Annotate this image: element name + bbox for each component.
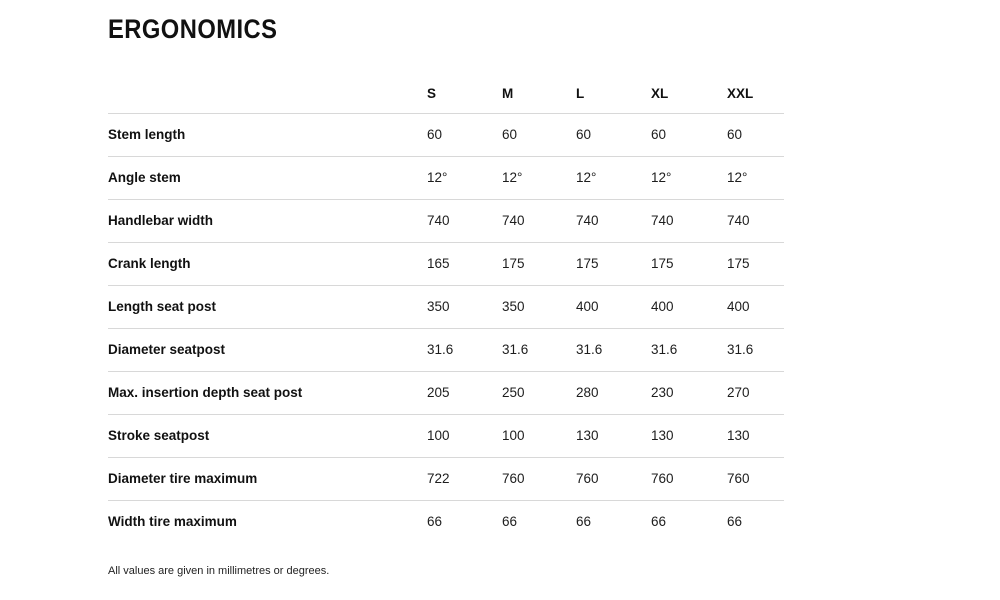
cell-value: 12° — [576, 156, 651, 200]
cell-value: 60 — [502, 113, 576, 157]
cell-value: 740 — [727, 199, 784, 243]
cell-value: 740 — [651, 199, 727, 243]
cell-value: 12° — [502, 156, 576, 200]
cell-value: 350 — [502, 285, 576, 329]
row-label: Stem length — [108, 113, 427, 157]
cell-value: 31.6 — [576, 328, 651, 372]
cell-value: 205 — [427, 371, 502, 415]
cell-value: 400 — [727, 285, 784, 329]
ergonomics-page: ERGONOMICS S M L XL XXL Stem length 60 6… — [108, 14, 784, 577]
cell-value: 400 — [576, 285, 651, 329]
row-label: Handlebar width — [108, 199, 427, 243]
row-label: Width tire maximum — [108, 514, 237, 530]
cell-value: 760 — [502, 457, 576, 501]
cell-value: 31.6 — [502, 328, 576, 372]
cell-value: 760 — [576, 457, 651, 501]
header-cell-size-s: S — [427, 75, 502, 114]
cell-value: 250 — [502, 371, 576, 415]
cell-value: 350 — [427, 285, 502, 329]
page-title: ERGONOMICS — [108, 14, 278, 44]
table-row-diameter-seatpost: Diameter seatpost 31.6 31.6 31.6 31.6 31… — [108, 328, 784, 372]
cell-value: 12° — [651, 156, 727, 200]
cell-value: 130 — [576, 414, 651, 458]
table-row-width-tire-maximum: Width tire maximum 66 66 66 66 66 — [108, 500, 784, 543]
cell-value: 100 — [502, 414, 576, 458]
header-row: S M L XL XXL — [108, 75, 784, 114]
cell-value: 31.6 — [427, 328, 502, 372]
row-label: Length seat post — [108, 285, 427, 329]
cell-value: 270 — [727, 371, 784, 415]
ergonomics-table: S M L XL XXL Stem length 60 60 60 60 60 … — [108, 75, 784, 543]
table-row-stroke-seatpost: Stroke seatpost 100 100 130 130 130 — [108, 414, 784, 458]
cell-value: 760 — [651, 457, 727, 501]
cell-value: 740 — [427, 199, 502, 243]
table-row-length-seat-post: Length seat post 350 350 400 400 400 — [108, 285, 784, 329]
cell-value: 175 — [651, 242, 727, 286]
row-label: Diameter tire maximum — [108, 457, 427, 501]
cell-value: 175 — [727, 242, 784, 286]
table-row-max-insertion-depth: Max. insertion depth seat post 205 250 2… — [108, 371, 784, 415]
cell-value: 12° — [427, 156, 502, 200]
header-cell-empty — [108, 75, 427, 114]
cell-value: 175 — [502, 242, 576, 286]
cell-value: 60 — [651, 113, 727, 157]
cell-value: 66 — [502, 514, 518, 530]
cell-value: 722 — [427, 457, 502, 501]
cell-value: 130 — [651, 414, 727, 458]
cell-value: 12° — [727, 156, 784, 200]
header-cell-size-l: L — [576, 75, 651, 114]
table-row-diameter-tire-maximum: Diameter tire maximum 722 760 760 760 76… — [108, 457, 784, 501]
cell-value: 740 — [502, 199, 576, 243]
table-row-stem-length: Stem length 60 60 60 60 60 — [108, 113, 784, 157]
row-label: Max. insertion depth seat post — [108, 371, 427, 415]
cell-value: 740 — [576, 199, 651, 243]
table-row-angle-stem: Angle stem 12° 12° 12° 12° 12° — [108, 156, 784, 200]
cell-value: 60 — [427, 113, 502, 157]
cell-value: 400 — [651, 285, 727, 329]
row-label: Angle stem — [108, 156, 427, 200]
row-label: Diameter seatpost — [108, 328, 427, 372]
cell-value: 60 — [576, 113, 651, 157]
row-label: Stroke seatpost — [108, 414, 427, 458]
header-cell-size-xxl: XXL — [727, 75, 784, 114]
cell-value: 760 — [727, 457, 784, 501]
cell-value: 66 — [576, 514, 592, 530]
header-cell-size-m: M — [502, 75, 576, 114]
row-label: Crank length — [108, 242, 427, 286]
cell-value: 280 — [576, 371, 651, 415]
cell-value: 100 — [427, 414, 502, 458]
cell-value: 230 — [651, 371, 727, 415]
header-cell-size-xl: XL — [651, 75, 727, 114]
cell-value: 66 — [427, 514, 443, 530]
cell-value: 165 — [427, 242, 502, 286]
cell-value: 175 — [576, 242, 651, 286]
cell-value: 66 — [651, 514, 667, 530]
cell-value: 31.6 — [651, 328, 727, 372]
cell-value: 130 — [727, 414, 784, 458]
cell-value: 66 — [727, 514, 743, 530]
table-row-handlebar-width: Handlebar width 740 740 740 740 740 — [108, 199, 784, 243]
footnote: All values are given in millimetres or d… — [108, 565, 330, 577]
cell-value: 60 — [727, 113, 784, 157]
cell-value: 31.6 — [727, 328, 784, 372]
table-row-crank-length: Crank length 165 175 175 175 175 — [108, 242, 784, 286]
